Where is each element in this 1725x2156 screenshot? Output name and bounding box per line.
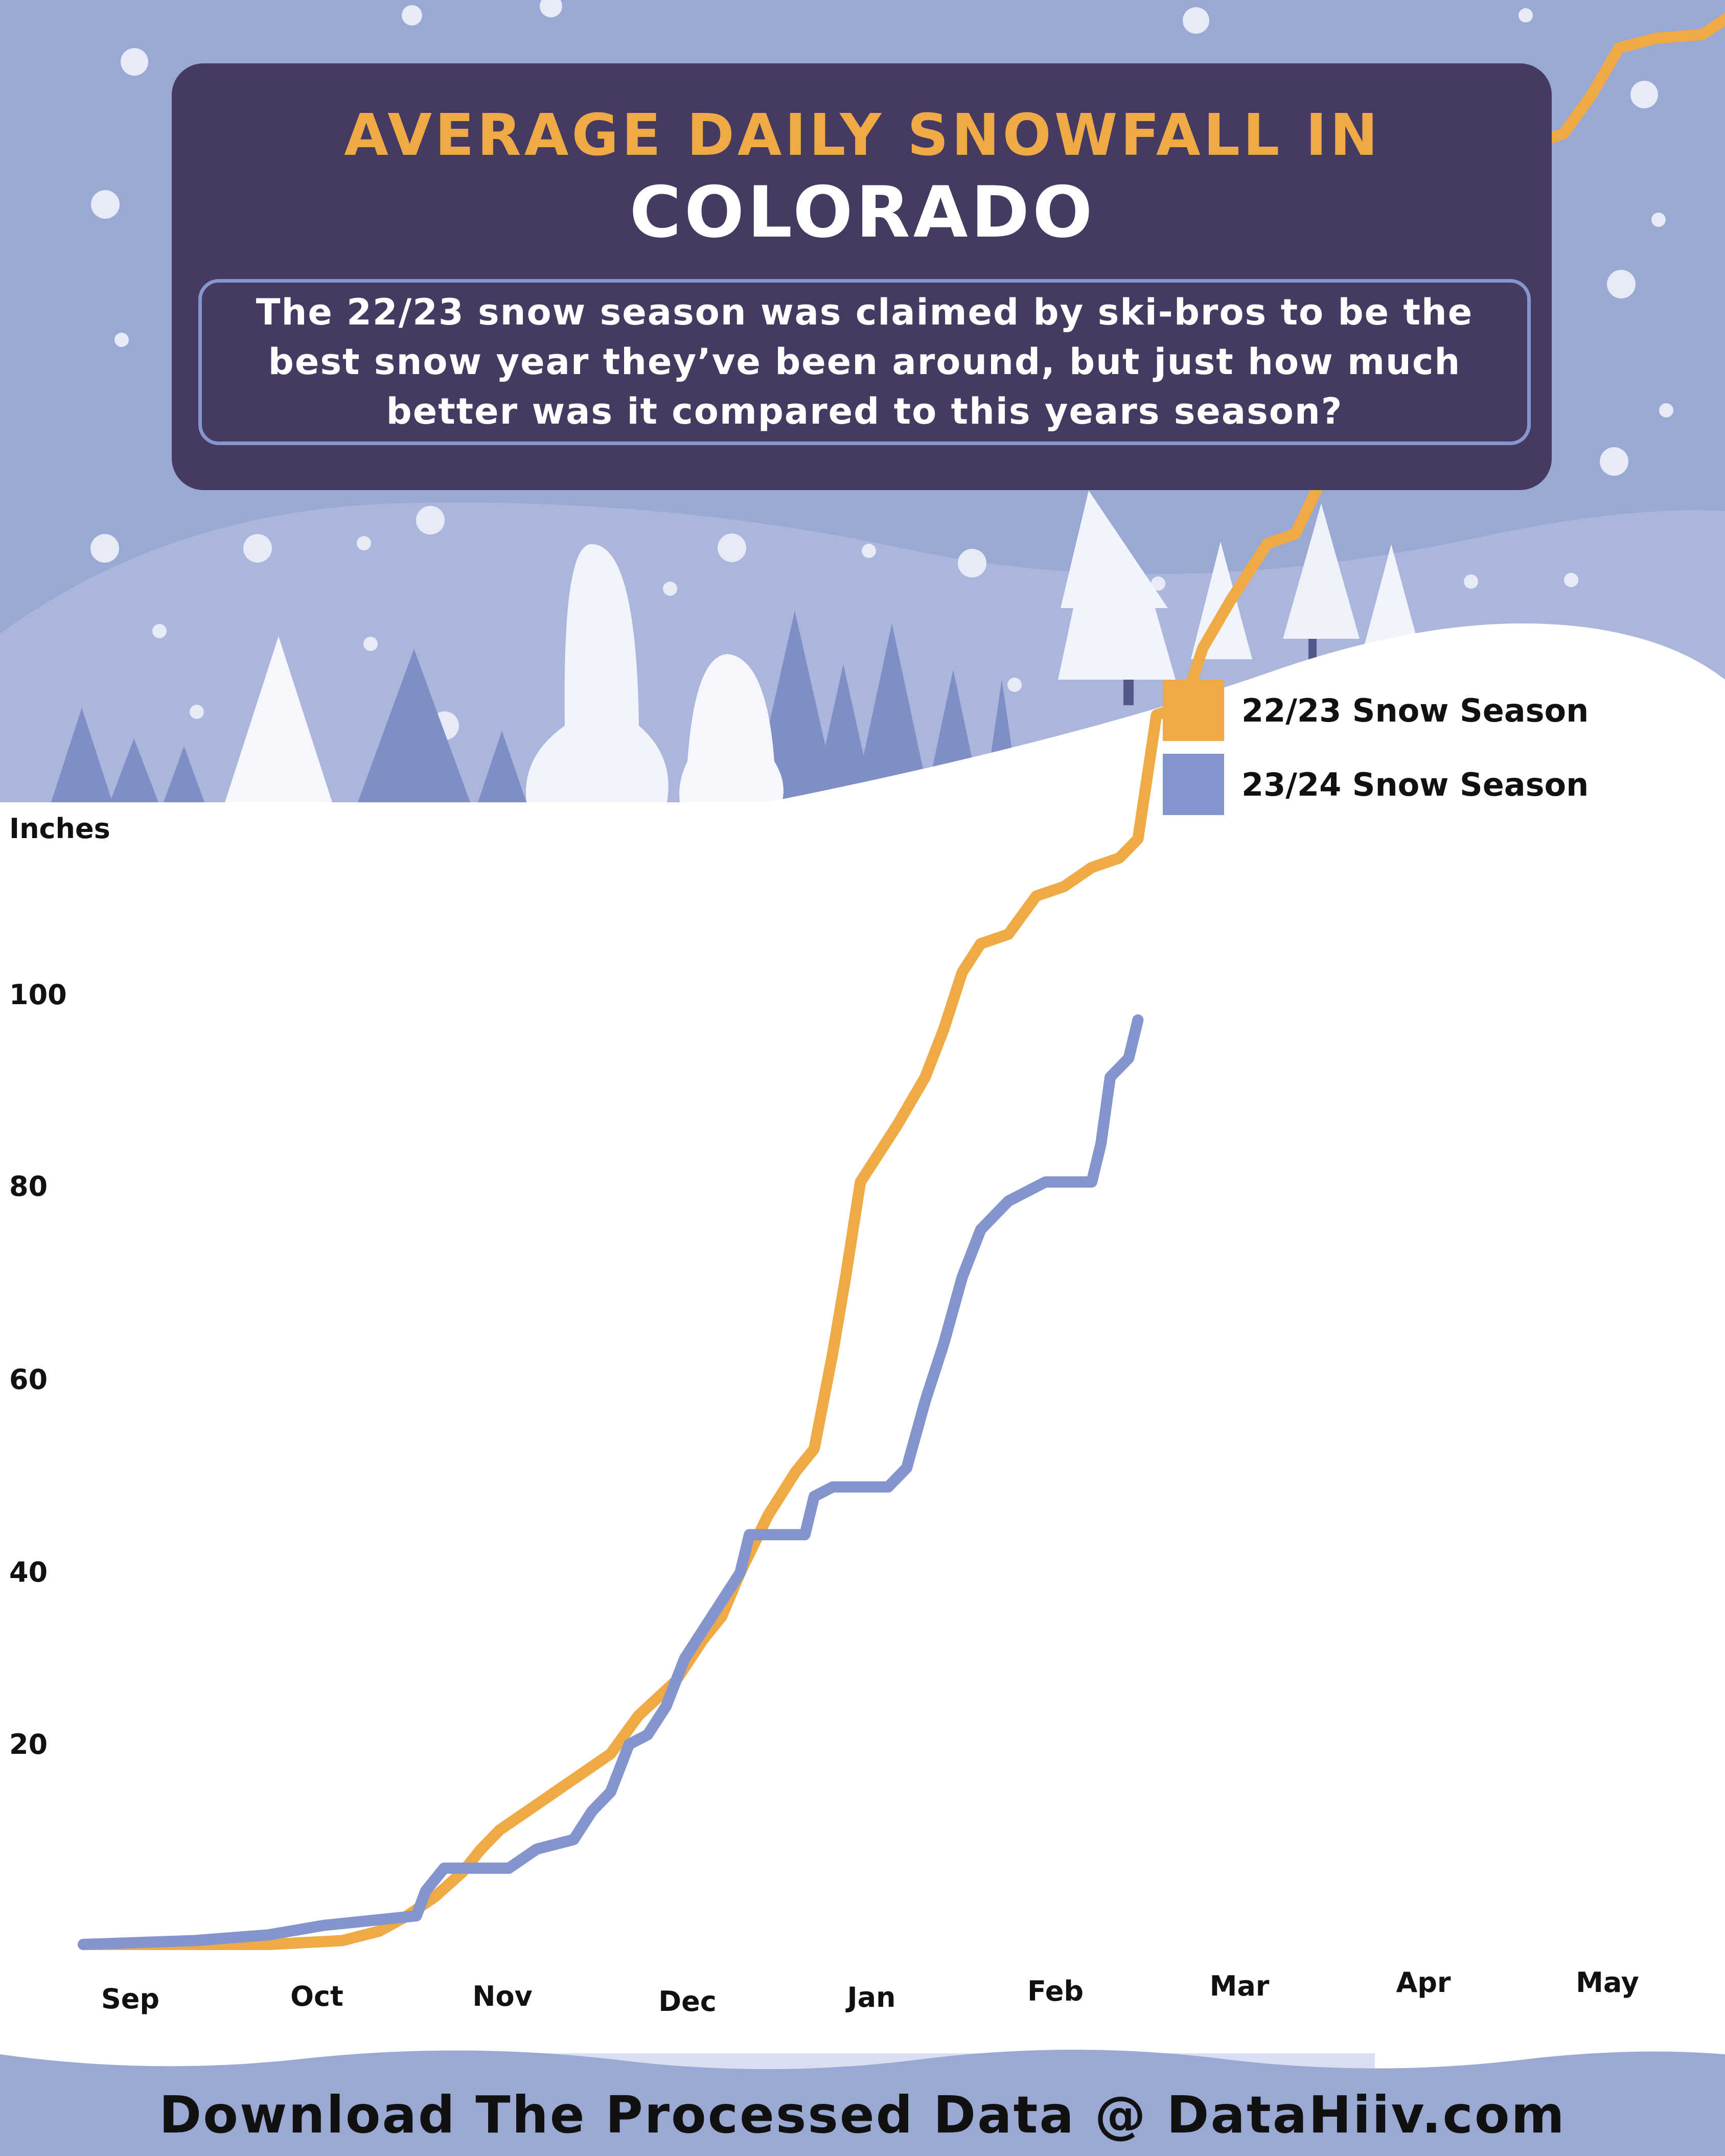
legend-swatch-2223 — [1163, 680, 1224, 741]
subtitle-box: The 22/23 snow season was claimed by ski… — [198, 279, 1531, 445]
header-panel — [172, 63, 1552, 490]
y-axis-label: Inches — [9, 813, 110, 845]
y-tick-label: 20 — [9, 1728, 48, 1760]
x-tick-label: Mar — [1210, 1970, 1270, 2002]
foreground-snowbank — [767, 623, 1725, 802]
title-line-2: COLORADO — [629, 171, 1096, 253]
legend-item-2324: 23/24 Snow Season — [1163, 754, 1589, 815]
y-tick-label: 100 — [9, 979, 67, 1011]
y-tick-label: 80 — [9, 1170, 48, 1202]
x-tick-label: Apr — [1396, 1966, 1451, 1999]
legend-label-2324: 23/24 Snow Season — [1241, 766, 1589, 803]
x-tick-label: Oct — [290, 1980, 343, 2012]
x-axis-ticks: Sep Oct Nov Dec Jan Feb Mar Apr May — [101, 1966, 1639, 2018]
background-pine-trees — [51, 611, 1020, 802]
title-line-1: AVERAGE DAILY SNOWFALL IN — [344, 102, 1381, 169]
x-tick-label: Sep — [101, 1983, 159, 2015]
footer-download-text: Download The Processed Data @ DataHiiv.c… — [159, 2085, 1566, 2145]
x-tick-label: Dec — [658, 1985, 716, 2018]
snowy-trees — [225, 491, 1418, 802]
legend-label-2223: 22/23 Snow Season — [1241, 691, 1589, 729]
legend-item-2223: 22/23 Snow Season — [1163, 680, 1589, 741]
footer-wave — [0, 2050, 1725, 2156]
y-tick-label: 60 — [9, 1363, 48, 1396]
x-tick-label: Jan — [845, 1981, 896, 2013]
series-line-2324 — [78, 1014, 1144, 1950]
y-axis-ticks: Inches 20 40 60 80 100 — [9, 813, 110, 1760]
x-tick-label: Nov — [472, 1980, 533, 2012]
snowflakes — [90, 0, 1673, 740]
x-tick-label: May — [1576, 1966, 1639, 1999]
y-tick-label: 40 — [9, 1556, 48, 1588]
subtitle: The 22/23 snow season was claimed by ski… — [256, 291, 1474, 432]
legend-swatch-2324 — [1163, 754, 1224, 815]
x-tick-label: Feb — [1027, 1975, 1084, 2007]
